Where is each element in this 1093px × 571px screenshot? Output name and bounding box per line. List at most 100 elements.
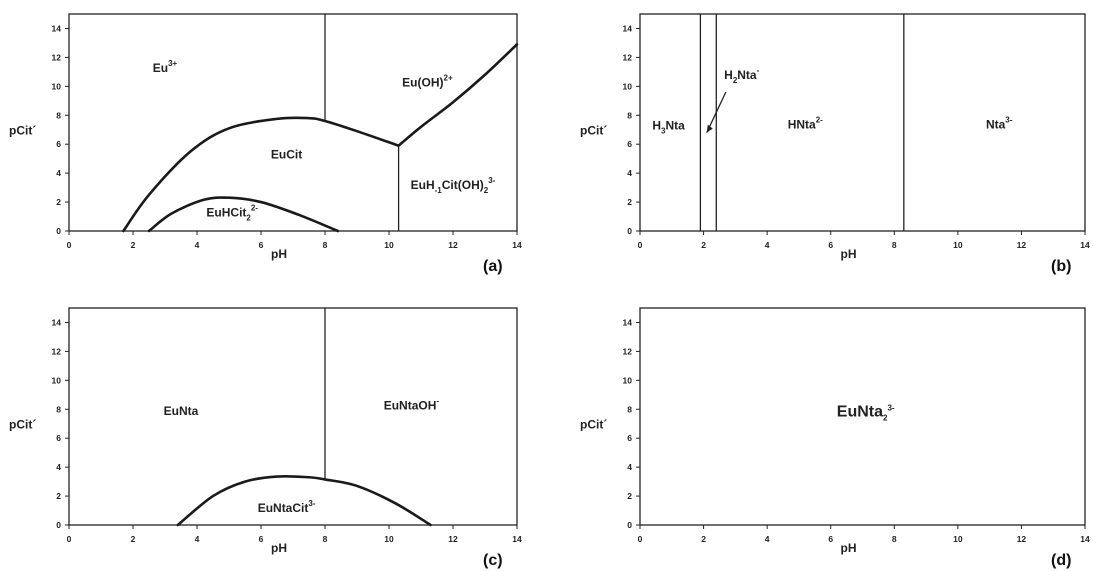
x-tick-label: 6: [259, 534, 264, 544]
x-tick-label: 10: [384, 534, 394, 544]
y-tick-label: 10: [52, 375, 62, 385]
y-tick-label: 2: [627, 491, 632, 501]
y-tick-label: 4: [56, 462, 61, 472]
chart-panel-1: 0 2 4 6 8 10 12 14 0 2 4 6 8 10 12 14 pH pCit´ (b) H3Nta H2N…: [580, 13, 1090, 275]
x-tick-label: 0: [67, 240, 72, 250]
x-tick-label: 0: [638, 534, 643, 544]
panel-label: (d): [1051, 552, 1071, 569]
x-axis-label: pH: [841, 247, 857, 261]
x-tick-label: 12: [1017, 240, 1027, 250]
species-label: EuHCit22-: [206, 204, 258, 223]
x-tick-label: 6: [828, 534, 833, 544]
x-tick-label: 4: [765, 240, 770, 250]
y-tick-label: 4: [627, 462, 632, 472]
y-tick-label: 12: [52, 52, 62, 62]
y-tick-label: 0: [627, 520, 632, 530]
y-tick-label: 8: [56, 404, 61, 414]
x-axis-label: pH: [841, 541, 857, 555]
y-tick-label: 6: [627, 433, 632, 443]
y-axis-label: pCit´: [580, 418, 607, 432]
panel-label: (b): [1051, 258, 1071, 275]
species-label: HNta2-: [788, 115, 823, 131]
plot-frame: [639, 307, 1086, 526]
plot-frame: [639, 13, 1086, 232]
y-tick-label: 14: [52, 317, 62, 327]
x-tick-label: 8: [892, 240, 897, 250]
x-tick-label: 10: [953, 534, 963, 544]
x-tick-label: 2: [131, 240, 136, 250]
y-tick-label: 4: [56, 168, 61, 178]
y-axis-label: pCit´: [9, 418, 36, 432]
x-tick-label: 4: [195, 534, 200, 544]
x-tick-label: 8: [892, 534, 897, 544]
y-tick-label: 14: [623, 317, 633, 327]
y-tick-label: 0: [627, 226, 632, 236]
y-tick-label: 2: [56, 197, 61, 207]
chart-panel-3: 0 2 4 6 8 10 12 14 0 2 4 6 8 10 12 14 pH pCit´ (d) EuNta23-: [580, 307, 1090, 569]
x-tick-label: 10: [384, 240, 394, 250]
plot-frame: [68, 307, 518, 526]
y-tick-label: 12: [52, 346, 62, 356]
x-tick-label: 4: [765, 534, 770, 544]
chart-panel-2: 0 2 4 6 8 10 12 14 0 2 4 6 8 10 12 14 pH pCit´ (c) EuNta EuN…: [9, 307, 522, 569]
x-tick-label: 2: [701, 534, 706, 544]
x-tick-label: 2: [131, 534, 136, 544]
y-tick-label: 14: [52, 23, 62, 33]
y-axis-label: pCit´: [580, 124, 607, 138]
species-label: Nta3-: [986, 115, 1013, 131]
x-tick-label: 0: [638, 240, 643, 250]
y-tick-label: 10: [623, 375, 633, 385]
y-tick-label: 4: [627, 168, 632, 178]
x-tick-label: 14: [512, 534, 522, 544]
panel-label: (a): [483, 258, 503, 275]
x-tick-label: 8: [323, 534, 328, 544]
x-tick-label: 14: [1080, 534, 1090, 544]
pointer-arrow: [706, 91, 727, 133]
species-label: EuNta23-: [837, 404, 895, 423]
y-tick-label: 6: [627, 139, 632, 149]
y-tick-label: 8: [56, 110, 61, 120]
plot-frame: [68, 13, 518, 232]
species-label: EuH-1Cit(OH)23-: [411, 176, 496, 195]
y-tick-label: 2: [627, 197, 632, 207]
pointer-arrowhead: [706, 124, 713, 133]
species-label: EuNtaOH-: [384, 396, 440, 412]
boundary-curve: [122, 116, 400, 233]
y-tick-label: 0: [56, 520, 61, 530]
x-tick-label: 0: [67, 534, 72, 544]
x-tick-label: 6: [259, 240, 264, 250]
x-tick-label: 12: [1017, 534, 1027, 544]
y-tick-label: 8: [627, 110, 632, 120]
x-tick-label: 14: [512, 240, 522, 250]
y-tick-label: 6: [56, 433, 61, 443]
x-tick-label: 6: [828, 240, 833, 250]
y-tick-label: 12: [623, 346, 633, 356]
y-axis-label: pCit´: [9, 124, 36, 138]
x-tick-label: 8: [323, 240, 328, 250]
boundary-curve: [397, 43, 519, 147]
x-tick-label: 4: [195, 240, 200, 250]
panel-label: (c): [483, 552, 503, 569]
species-label: H3Nta: [652, 119, 685, 136]
x-tick-label: 12: [448, 534, 458, 544]
y-tick-label: 6: [56, 139, 61, 149]
x-axis-label: pH: [271, 247, 287, 261]
species-label: H2Nta-: [724, 66, 759, 85]
boundary-curve: [176, 474, 432, 527]
species-label: EuNtaCit3-: [258, 499, 316, 515]
x-tick-label: 2: [701, 240, 706, 250]
y-tick-label: 10: [52, 81, 62, 91]
chart-panel-0: 0 2 4 6 8 10 12 14 0 2 4 6 8 10 12 14 pH pCit´ (a) Eu3+ Eu(O…: [9, 13, 522, 275]
species-label: EuNta: [164, 404, 199, 418]
species-label: Eu3+: [153, 59, 178, 75]
boundary-curve: [147, 196, 340, 233]
y-tick-label: 2: [56, 491, 61, 501]
species-label: EuCit: [271, 148, 302, 162]
y-tick-label: 8: [627, 404, 632, 414]
x-tick-label: 12: [448, 240, 458, 250]
y-tick-label: 0: [56, 226, 61, 236]
species-label: Eu(OH)2+: [402, 73, 453, 89]
x-axis-label: pH: [271, 541, 287, 555]
y-tick-label: 10: [623, 81, 633, 91]
y-tick-label: 12: [623, 52, 633, 62]
